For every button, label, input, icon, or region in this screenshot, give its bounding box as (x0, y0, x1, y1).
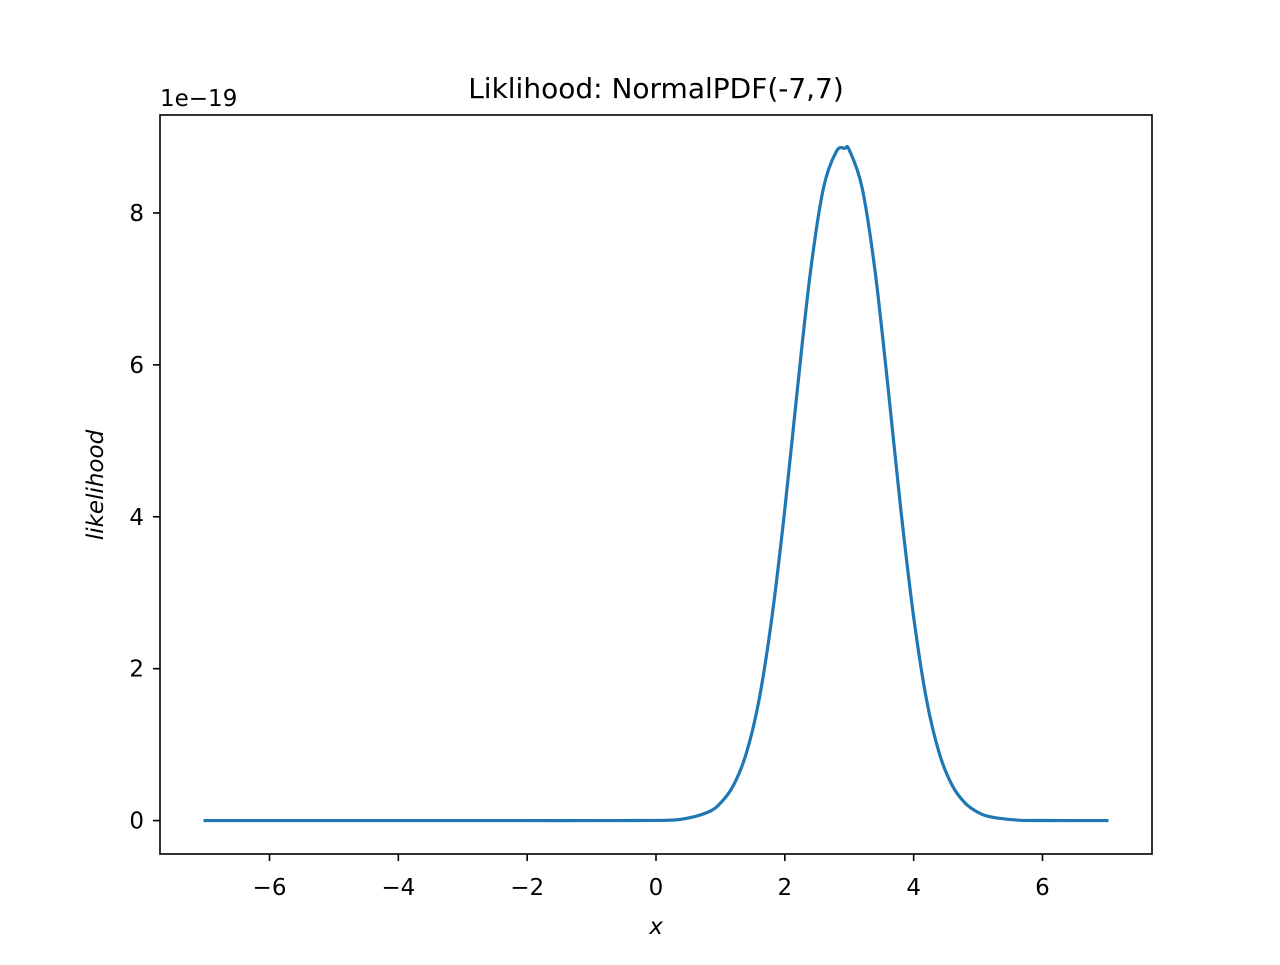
x-tick-label: 6 (1035, 875, 1050, 901)
y-tick-label: 8 (129, 201, 144, 227)
x-tick-label: −6 (253, 875, 287, 901)
chart-title: Liklihood: NormalPDF(-7,7) (468, 72, 844, 105)
y-offset-label: 1e−19 (160, 86, 237, 112)
y-tick-label: 2 (129, 657, 144, 683)
series-line (203, 144, 1109, 823)
series-layer (203, 144, 1109, 823)
x-tick-label: 4 (906, 875, 921, 901)
x-tick-label: −2 (510, 875, 544, 901)
x-tick-label: 2 (778, 875, 793, 901)
y-axis-label: likelihood (83, 429, 109, 540)
y-tick-label: 4 (129, 505, 144, 531)
x-axis-ticks: −6 −4 −2 0 2 4 6 (253, 854, 1050, 901)
y-axis-ticks: 0 2 4 6 8 (129, 201, 160, 835)
plot-frame (159, 114, 1153, 855)
y-tick-label: 0 (129, 809, 144, 835)
x-tick-label: −4 (381, 875, 415, 901)
y-tick-label: 6 (129, 353, 144, 379)
x-tick-label: 0 (649, 875, 664, 901)
x-axis-label: x (648, 914, 663, 940)
plot-background (160, 115, 1152, 854)
